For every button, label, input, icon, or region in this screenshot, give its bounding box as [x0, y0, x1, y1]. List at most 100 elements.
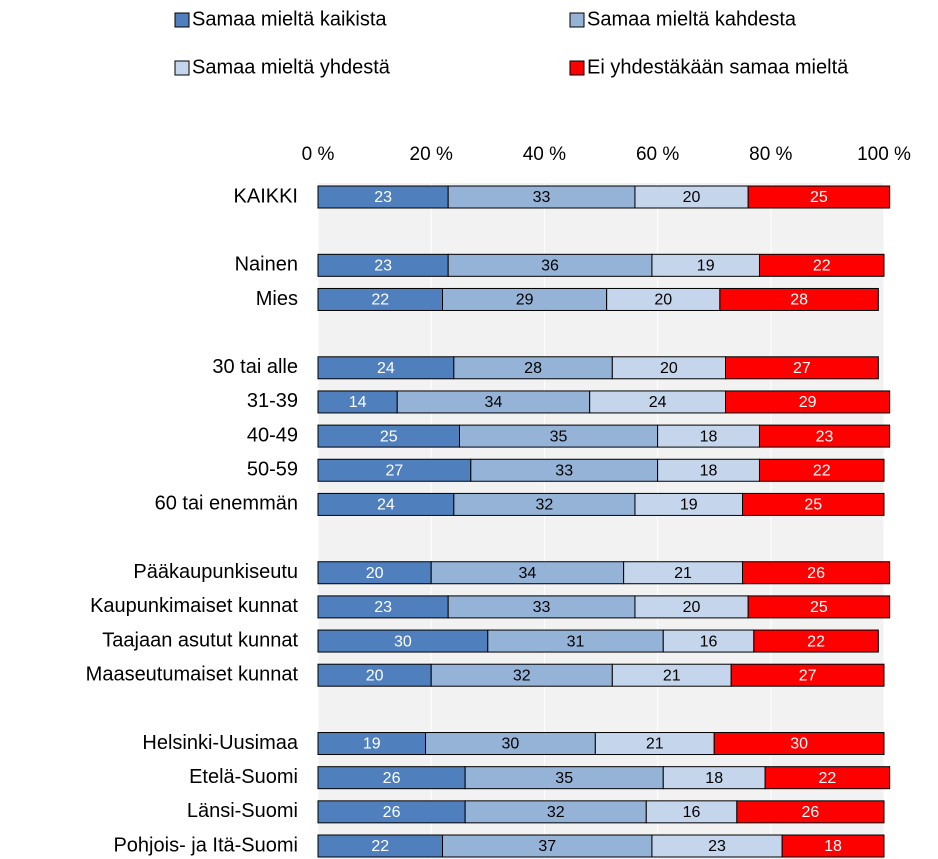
data-label: 25 [810, 599, 828, 616]
data-label: 16 [700, 633, 718, 650]
data-label: 24 [649, 394, 667, 411]
bar-segment [764, 766, 891, 790]
data-label: 19 [363, 736, 381, 753]
data-label: 23 [374, 189, 392, 206]
data-label: 25 [380, 428, 398, 445]
data-label: 33 [533, 599, 551, 616]
y-tick-label: Länsi-Suomi [187, 800, 298, 822]
data-label: 20 [366, 565, 384, 582]
data-label: 31 [567, 633, 585, 650]
bar-segment [747, 185, 891, 209]
legend-swatch [569, 12, 585, 28]
y-tick-label: Nainen [235, 254, 298, 276]
y-tick-label: 60 tai enemmän [155, 493, 298, 515]
data-label: 24 [377, 497, 395, 514]
x-tick-label: 0 % [302, 144, 335, 165]
data-label: 28 [790, 292, 808, 309]
legend-label: Samaa mieltä yhdestä [192, 56, 391, 78]
legend-label: Samaa mieltä kaikista [192, 8, 387, 30]
data-label: 30 [502, 736, 520, 753]
bar-segment [713, 732, 885, 756]
data-label: 25 [810, 189, 828, 206]
y-tick-label: Kaupunkimaiset kunnat [90, 595, 298, 617]
x-tick-label: 100 % [857, 144, 911, 165]
y-tick-label: Maaseutumaiset kunnat [86, 663, 299, 685]
data-label: 22 [813, 462, 831, 479]
legend-swatch [174, 12, 190, 28]
data-label: 18 [700, 428, 718, 445]
data-label: 36 [541, 258, 559, 275]
data-label: 34 [485, 394, 503, 411]
data-label: 32 [536, 497, 554, 514]
bar-segment [725, 356, 879, 380]
data-label: 27 [386, 462, 404, 479]
y-tick-label: 40-49 [247, 424, 298, 446]
legend-swatch [569, 60, 585, 76]
data-label: 32 [547, 804, 565, 821]
data-label: 30 [394, 633, 412, 650]
data-label: 29 [799, 394, 817, 411]
data-label: 25 [804, 497, 822, 514]
data-label: 26 [383, 804, 401, 821]
legend-swatch [174, 60, 190, 76]
data-label: 20 [683, 599, 701, 616]
data-label: 22 [813, 258, 831, 275]
x-tick-label: 80 % [749, 144, 792, 165]
bar-segment [781, 834, 885, 858]
data-label: 33 [555, 462, 573, 479]
data-label: 24 [377, 360, 395, 377]
bar-segment [742, 561, 891, 585]
data-label: 32 [513, 667, 531, 684]
data-label: 26 [807, 565, 825, 582]
bar-segment [725, 390, 891, 414]
bar-segment [747, 595, 891, 619]
data-label: 33 [533, 189, 551, 206]
y-tick-label: 31-39 [247, 390, 298, 412]
data-label: 14 [349, 394, 367, 411]
plot-background [318, 183, 884, 859]
data-label: 18 [705, 770, 723, 787]
bar-segment [736, 800, 885, 824]
data-label: 37 [538, 838, 556, 855]
data-label: 30 [790, 736, 808, 753]
data-label: 22 [819, 770, 837, 787]
y-tick-label: Taajaan asutut kunnat [102, 629, 298, 651]
legend-label: Ei yhdestäkään samaa mieltä [587, 56, 849, 78]
data-label: 26 [802, 804, 820, 821]
data-label: 28 [524, 360, 542, 377]
data-label: 26 [383, 770, 401, 787]
legend-label: Samaa mieltä kahdesta [587, 8, 797, 30]
data-label: 20 [683, 189, 701, 206]
x-tick-label: 40 % [523, 144, 566, 165]
y-tick-label: Etelä-Suomi [189, 766, 298, 788]
data-label: 22 [807, 633, 825, 650]
y-tick-label: KAIKKI [234, 185, 298, 207]
data-label: 18 [824, 838, 842, 855]
data-label: 20 [660, 360, 678, 377]
data-label: 35 [550, 428, 568, 445]
data-label: 20 [366, 667, 384, 684]
data-label: 19 [697, 258, 715, 275]
data-label: 35 [555, 770, 573, 787]
bar-segment [758, 458, 885, 482]
bar-segment [742, 492, 885, 516]
data-label: 27 [799, 667, 817, 684]
bar-segment [758, 253, 885, 277]
data-label: 23 [816, 428, 834, 445]
data-label: 23 [374, 258, 392, 275]
y-tick-label: Pohjois- ja Itä-Suomi [113, 834, 298, 856]
data-label: 21 [646, 736, 664, 753]
bar-segment [719, 287, 879, 311]
data-label: 29 [516, 292, 534, 309]
x-tick-label: 20 % [410, 144, 453, 165]
data-label: 19 [680, 497, 698, 514]
data-label: 27 [793, 360, 811, 377]
data-label: 21 [663, 667, 681, 684]
y-tick-label: Mies [256, 288, 298, 310]
x-tick-label: 60 % [636, 144, 679, 165]
y-tick-label: 50-59 [247, 459, 298, 481]
y-tick-label: Helsinki-Uusimaa [142, 732, 298, 754]
data-label: 16 [683, 804, 701, 821]
data-label: 23 [708, 838, 726, 855]
